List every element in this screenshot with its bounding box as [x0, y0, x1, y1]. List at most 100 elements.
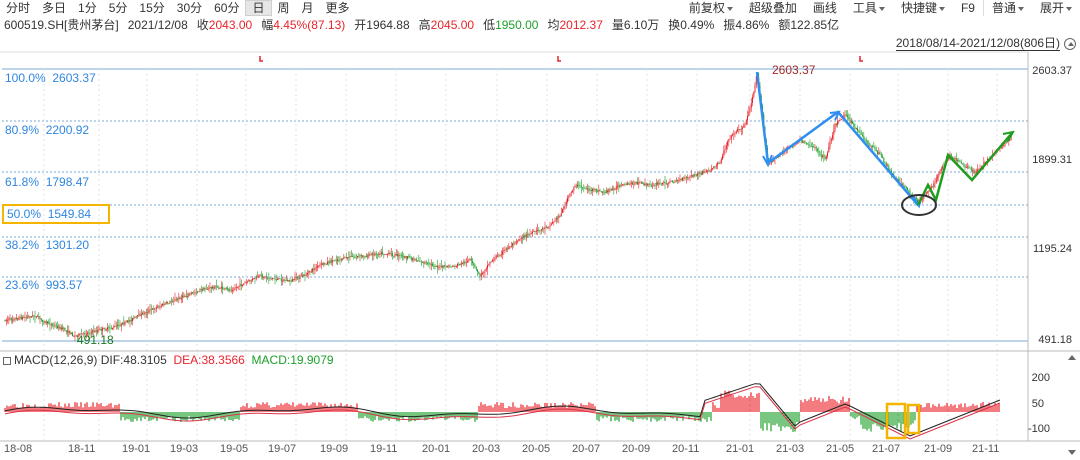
candle-body [182, 295, 183, 298]
candle-body [409, 256, 411, 258]
candle-body [494, 257, 496, 260]
mode-select[interactable]: 普通 [982, 0, 1032, 16]
candle-body [34, 316, 36, 318]
scroll-down-icon[interactable] [1068, 450, 1076, 455]
tools-button[interactable]: 工具 [845, 0, 893, 16]
candle-body [224, 287, 226, 290]
candle-body [65, 330, 67, 332]
candle-body [17, 317, 18, 320]
expand-button[interactable]: 展开 [1032, 0, 1080, 16]
candle-body [228, 288, 230, 291]
candle-body [137, 315, 138, 317]
candle-body [938, 174, 940, 177]
indicator-settings-icon[interactable] [3, 356, 11, 365]
candle-body [195, 292, 197, 294]
period-tab[interactable]: 5分 [108, 1, 128, 15]
period-tab[interactable]: 分时 [6, 1, 31, 15]
candle-body [274, 278, 276, 280]
period-tab[interactable]: 15分 [139, 1, 165, 15]
adjust-button[interactable]: 前复权 [681, 0, 741, 16]
candle-body [177, 298, 178, 300]
macd-axis-label: 200 [1031, 372, 1050, 384]
candle-body [924, 194, 926, 196]
candle-body [178, 297, 180, 300]
candle-body [208, 288, 210, 289]
draw-line-button[interactable]: 画线 [812, 1, 837, 15]
period-tab[interactable]: 更多 [325, 1, 350, 15]
candle-body [504, 249, 506, 251]
quote-line: 600519.SH[贵州茅台] 2021/12/08 收 2043.00 幅 4.4… [4, 18, 840, 32]
period-tab[interactable]: 周 [277, 1, 290, 15]
candle-body [992, 154, 993, 158]
candle-body [263, 277, 265, 279]
candle-body [667, 183, 668, 185]
date-range[interactable]: 2018/08/14-2021/12/08(806日) [895, 36, 1060, 51]
time-axis-label: 19-05 [220, 443, 249, 455]
candle-body [412, 258, 413, 260]
period-tab[interactable]: 1分 [78, 1, 97, 15]
candle-body [575, 185, 577, 187]
candle-body [1000, 146, 1002, 148]
candle-body [248, 280, 250, 282]
period-tab[interactable]: 日 [245, 0, 272, 16]
candle-body [539, 230, 541, 232]
trend-line-green [916, 132, 1013, 206]
candle-body [673, 182, 675, 183]
candle-body [883, 157, 885, 163]
period-tab[interactable]: 30分 [176, 1, 203, 15]
f9-button[interactable]: F9 [960, 1, 975, 15]
period-tab[interactable]: 多日 [42, 1, 67, 15]
candle-body [887, 165, 888, 167]
fib-label-100: 100.0% 2603.37 [5, 71, 96, 85]
candle-body [788, 146, 790, 148]
candle-body [50, 324, 52, 326]
candle-body [1007, 141, 1008, 143]
candle-body [940, 168, 942, 171]
shortcut-button[interactable]: 快捷键 [893, 0, 953, 16]
candle-body [772, 161, 773, 162]
collapse-icon[interactable] [1064, 38, 1076, 50]
candle-body [567, 197, 568, 202]
candle-body [314, 267, 316, 271]
overlay-button[interactable]: 超级叠加 [748, 1, 797, 15]
candle-body [832, 135, 833, 139]
candle-body [728, 139, 730, 142]
candle-body [548, 226, 550, 228]
candle-body [537, 229, 538, 231]
candle-body [490, 261, 492, 263]
candle-body [307, 272, 308, 275]
candle-body [150, 309, 152, 311]
candle-body [387, 254, 388, 255]
candle-body [722, 155, 723, 160]
candle-body [397, 254, 398, 257]
candle-body [57, 325, 58, 329]
candle-body [607, 190, 608, 193]
candle-body [53, 324, 55, 326]
candle-body [272, 278, 273, 279]
candle-body [42, 319, 43, 322]
candle-body [200, 289, 202, 290]
candle-body [369, 253, 371, 255]
candle-body [214, 285, 216, 289]
candle-body [903, 185, 905, 187]
candle-body [812, 146, 813, 148]
period-tab[interactable]: 月 [301, 1, 314, 15]
chevron-down-icon [726, 6, 733, 11]
scroll-up-icon[interactable] [1068, 355, 1076, 360]
candle-body [487, 265, 488, 269]
candle-body [239, 283, 241, 287]
candle-body [743, 125, 745, 128]
candle-body [795, 143, 797, 145]
candle-body [588, 188, 590, 191]
time-axis-label: 20-11 [672, 443, 700, 455]
candle-body [535, 230, 537, 232]
candle-body [235, 286, 237, 289]
candle-body [959, 160, 961, 163]
candle-body [117, 324, 118, 327]
candle-body [98, 329, 100, 331]
period-tab[interactable]: 60分 [214, 1, 240, 15]
candle-body [513, 243, 515, 245]
candle-body [377, 254, 378, 255]
candle-body [782, 153, 783, 154]
